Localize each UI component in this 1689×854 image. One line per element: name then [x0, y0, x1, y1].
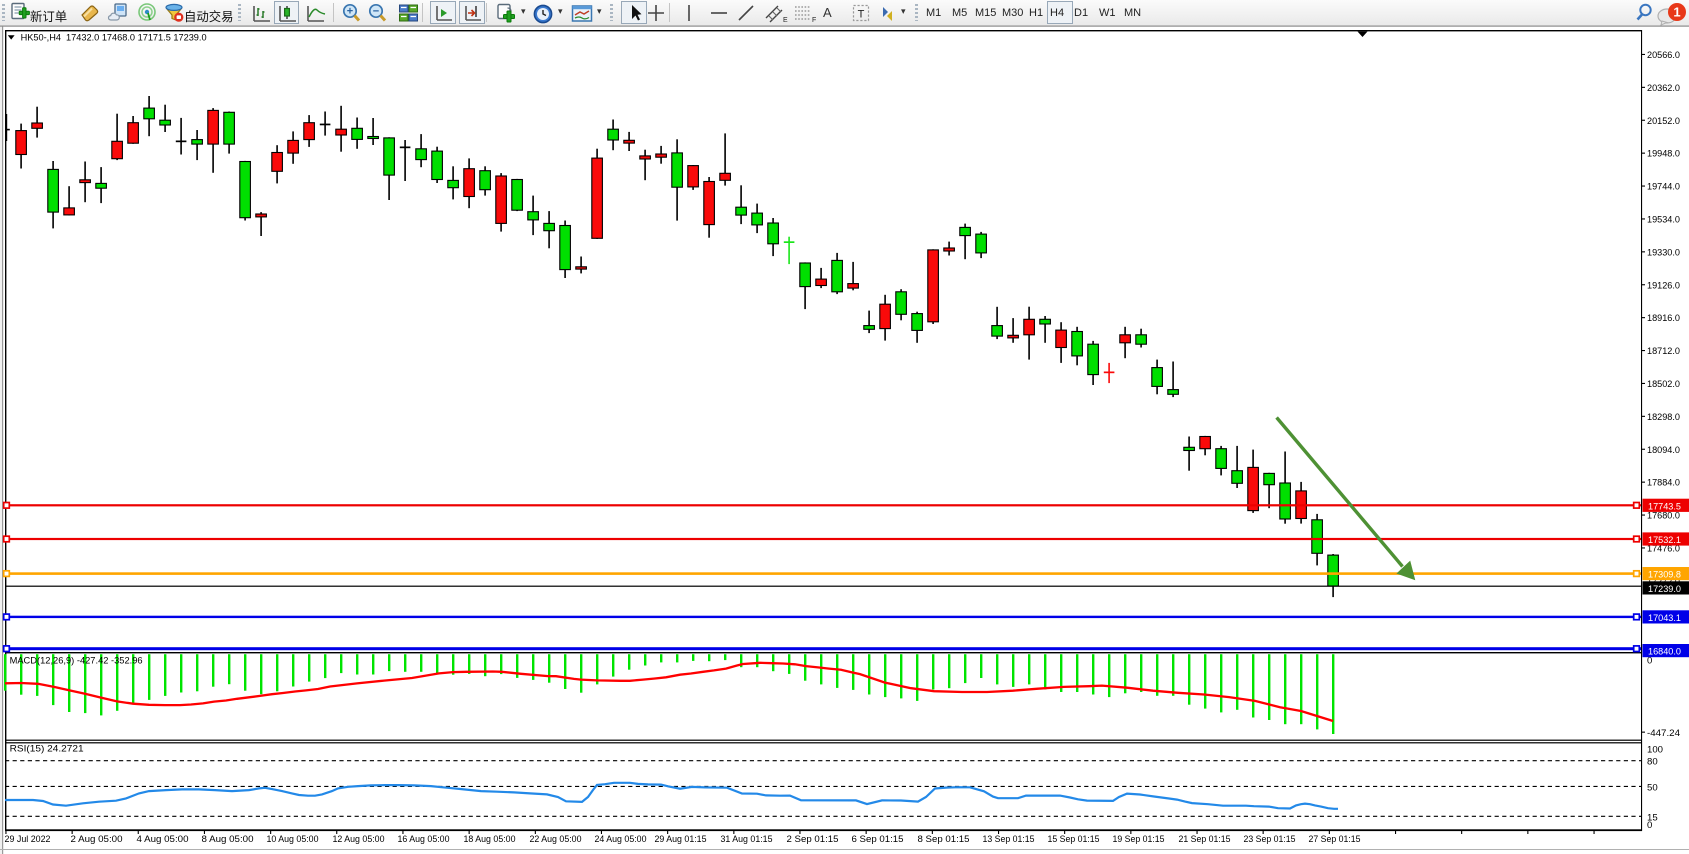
svg-text:0: 0	[1647, 656, 1652, 667]
svg-text:16840.0: 16840.0	[1648, 647, 1681, 658]
svg-text:19534.0: 19534.0	[1647, 215, 1680, 226]
svg-text:17043.1: 17043.1	[1648, 613, 1681, 624]
svg-text:19744.0: 19744.0	[1647, 182, 1680, 193]
svg-text:12 Aug 05:00: 12 Aug 05:00	[333, 834, 385, 845]
svg-text:100: 100	[1647, 745, 1663, 756]
svg-text:HK50-,H4 17432.0 17468.0 1717: HK50-,H4 17432.0 17468.0 17171.5 17239.0	[21, 32, 207, 42]
svg-text:20362.0: 20362.0	[1647, 83, 1680, 94]
svg-text:19 Sep 01:15: 19 Sep 01:15	[1113, 834, 1165, 845]
svg-text:17532.1: 17532.1	[1648, 535, 1681, 546]
svg-text:19126.0: 19126.0	[1647, 280, 1680, 291]
svg-text:+: +	[347, 6, 353, 18]
svg-text:0: 0	[1647, 820, 1652, 831]
svg-text:23 Sep 01:15: 23 Sep 01:15	[1244, 834, 1296, 845]
svg-text:17239.0: 17239.0	[1648, 584, 1681, 595]
svg-text:80: 80	[1647, 757, 1658, 768]
svg-text:F: F	[812, 17, 816, 24]
svg-text:20566.0: 20566.0	[1647, 50, 1680, 61]
svg-text:4 Aug 05:00: 4 Aug 05:00	[137, 834, 189, 845]
svg-text:18094.0: 18094.0	[1647, 445, 1680, 456]
svg-text:18 Aug 05:00: 18 Aug 05:00	[464, 834, 516, 845]
svg-text:13 Sep 01:15: 13 Sep 01:15	[983, 834, 1035, 845]
svg-text:8 Aug 05:00: 8 Aug 05:00	[202, 834, 254, 845]
svg-text:24 Aug 05:00: 24 Aug 05:00	[595, 834, 647, 845]
svg-text:15 Sep 01:15: 15 Sep 01:15	[1048, 834, 1100, 845]
svg-text:6 Sep 01:15: 6 Sep 01:15	[852, 834, 904, 845]
svg-text:2 Sep 01:15: 2 Sep 01:15	[787, 834, 839, 845]
svg-text:17309.8: 17309.8	[1648, 570, 1681, 581]
svg-text:18916.0: 18916.0	[1647, 313, 1680, 324]
svg-text:29 Jul 2022: 29 Jul 2022	[5, 834, 51, 845]
svg-text:21 Sep 01:15: 21 Sep 01:15	[1179, 834, 1231, 845]
svg-text:31 Aug 01:15: 31 Aug 01:15	[721, 834, 773, 845]
svg-text:−: −	[373, 6, 379, 18]
svg-text:29 Aug 01:15: 29 Aug 01:15	[655, 834, 707, 845]
svg-text:22 Aug 05:00: 22 Aug 05:00	[530, 834, 582, 845]
svg-text:17476.0: 17476.0	[1647, 544, 1680, 555]
svg-text:19948.0: 19948.0	[1647, 149, 1680, 160]
svg-text:RSI(15) 24.2721: RSI(15) 24.2721	[10, 744, 84, 755]
svg-text:17743.5: 17743.5	[1648, 501, 1681, 512]
svg-text:16 Aug 05:00: 16 Aug 05:00	[398, 834, 450, 845]
svg-text:T: T	[858, 9, 865, 21]
svg-text:27 Sep 01:15: 27 Sep 01:15	[1309, 834, 1361, 845]
svg-text:18298.0: 18298.0	[1647, 412, 1680, 423]
svg-text:E: E	[783, 17, 788, 24]
svg-text:2 Aug 05:00: 2 Aug 05:00	[71, 834, 123, 845]
svg-text:19330.0: 19330.0	[1647, 247, 1680, 258]
svg-text:1: 1	[1673, 5, 1680, 20]
svg-text:10 Aug 05:00: 10 Aug 05:00	[267, 834, 319, 845]
svg-text:17680.0: 17680.0	[1647, 511, 1680, 522]
svg-text:-447.24: -447.24	[1647, 728, 1681, 739]
svg-text:50: 50	[1647, 782, 1658, 793]
svg-text:8 Sep 01:15: 8 Sep 01:15	[918, 834, 970, 845]
svg-text:18712.0: 18712.0	[1647, 346, 1680, 357]
svg-text:18502.0: 18502.0	[1647, 379, 1680, 390]
svg-text:15: 15	[1647, 812, 1658, 823]
svg-text:17884.0: 17884.0	[1647, 478, 1680, 489]
svg-text:MACD(12,26,9) -427.42 -352.96: MACD(12,26,9) -427.42 -352.96	[10, 656, 143, 667]
svg-text:20152.0: 20152.0	[1647, 116, 1680, 127]
